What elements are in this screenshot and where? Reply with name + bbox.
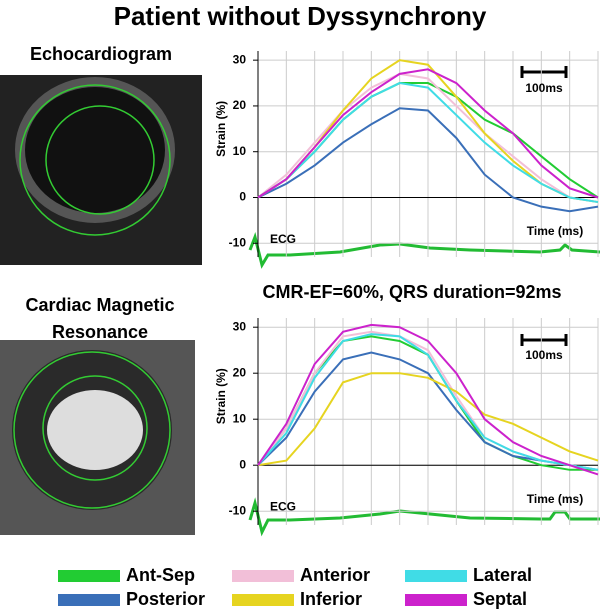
y-tick-label: -10 — [229, 235, 247, 249]
scale-label: 100ms — [525, 81, 563, 95]
chart-title: CMR-EF=60%, QRS duration=92ms — [262, 282, 561, 302]
y-tick-label: 30 — [233, 319, 247, 333]
image-label: Cardiac Magnetic Resonance — [25, 295, 175, 342]
strain-line — [257, 72, 599, 204]
legend-swatch — [405, 570, 467, 582]
strain-line — [257, 372, 599, 467]
legend-label: Ant-Sep — [126, 565, 195, 585]
scale-bars — [520, 66, 568, 346]
mri-image — [0, 340, 195, 535]
strain-line — [257, 107, 599, 213]
strain-line — [257, 82, 599, 204]
strain-line — [257, 323, 599, 476]
image-label: Echocardiogram — [29, 44, 173, 64]
echo-image — [0, 75, 202, 265]
legend-label: Septal — [473, 589, 527, 609]
legend-label: Lateral — [473, 565, 532, 585]
legend-label: Posterior — [126, 589, 205, 609]
x-axis-label: Time (ms) — [527, 492, 583, 506]
legend-swatch — [232, 570, 294, 582]
y-axis-label: Strain (%) — [214, 368, 228, 424]
strain-line — [257, 68, 599, 199]
y-axis-label: Strain (%) — [214, 101, 228, 157]
figure-title: Patient without Dyssynchrony — [114, 1, 487, 31]
y-tick-label: -10 — [229, 503, 247, 517]
y-tick-label: 0 — [239, 457, 246, 471]
legend-label: Anterior — [300, 565, 370, 585]
ecg-label: ECG — [270, 500, 296, 514]
legend-swatch — [58, 594, 120, 606]
legend-swatch — [58, 570, 120, 582]
y-tick-label: 30 — [233, 52, 247, 66]
strain-line — [257, 333, 599, 471]
y-tick-label: 20 — [233, 365, 247, 379]
legend-label: Inferior — [300, 589, 362, 609]
scale-label: 100ms — [525, 348, 563, 362]
y-tick-label: 0 — [239, 190, 246, 204]
x-axis-label: Time (ms) — [527, 224, 583, 238]
legend-swatch — [232, 594, 294, 606]
y-tick-label: 10 — [233, 411, 247, 425]
ecg-label: ECG — [270, 232, 296, 246]
legend-swatch — [405, 594, 467, 606]
y-tick-label: 20 — [233, 98, 247, 112]
y-tick-label: 10 — [233, 144, 247, 158]
